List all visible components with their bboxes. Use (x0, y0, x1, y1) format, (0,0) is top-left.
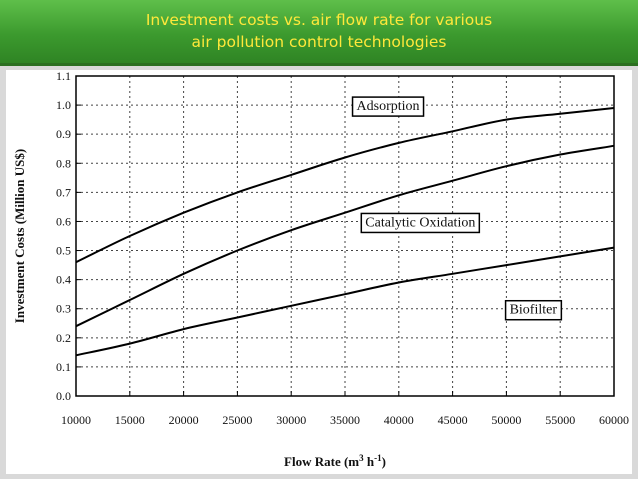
y-axis-label: Investment Costs (Million US$) (12, 149, 27, 323)
y-tick-label: 0.9 (56, 127, 71, 141)
annotations: Adsorption Catalytic Oxidation Biofilter (351, 96, 563, 321)
series-line-adsorption (75, 107, 615, 264)
x-axis-label-mid: h (364, 454, 375, 469)
x-tick-label: 35000 (330, 413, 360, 427)
x-tick-label: 60000 (599, 413, 629, 427)
x-tick-label: 20000 (169, 413, 199, 427)
x-axis-label-main: Flow Rate (m (284, 454, 359, 469)
x-axis-label-end: ) (382, 454, 386, 469)
x-tick-label: 55000 (545, 413, 575, 427)
y-tick-label: 0.7 (56, 185, 71, 199)
title-banner: Investment costs vs. air flow rate for v… (0, 0, 638, 66)
series-line-biofilter (75, 246, 615, 357)
x-axis-label: Flow Rate (m3 h-1) (284, 453, 386, 469)
annotation-box (360, 212, 481, 234)
x-tick-label: 25000 (222, 413, 252, 427)
axis-ticks: 10000 15000 20000 25000 30000 35000 40000 45000… (56, 70, 629, 427)
line-chart: 10000 15000 20000 25000 30000 35000 40000 45000… (12, 70, 629, 469)
y-tick-label: 0.0 (56, 389, 71, 403)
x-tick-label: 40000 (384, 413, 414, 427)
x-tick-label: 50000 (491, 413, 521, 427)
y-tick-label: 1.0 (56, 98, 71, 112)
annotation-adsorption: Adsorption (351, 96, 425, 117)
y-tick-label: 0.2 (56, 331, 71, 345)
x-axis-label-sup-1: 3 (359, 453, 364, 463)
y-tick-label: 0.8 (56, 156, 71, 170)
chart-card: 10000 15000 20000 25000 30000 35000 40000 45000… (6, 70, 632, 474)
plot-frame (75, 75, 615, 397)
y-tick-label: 1.1 (56, 70, 71, 83)
slide-title: Investment costs vs. air flow rate for v… (145, 11, 493, 51)
x-tick-label: 30000 (276, 413, 306, 427)
y-tick-label: 0.5 (56, 244, 71, 258)
x-tick-label: 10000 (61, 413, 91, 427)
grid (75, 75, 615, 397)
y-tick-label: 0.1 (56, 360, 71, 374)
annotation-biofilter: Biofilter (504, 299, 563, 321)
y-tick-label: 0.4 (56, 273, 71, 287)
annotation-box (351, 96, 425, 117)
y-tick-label: 0.3 (56, 302, 71, 316)
annotation-text: Adsorption (357, 99, 420, 114)
annotation-catalytic-oxidation: Catalytic Oxidation (360, 212, 481, 234)
x-axis-label-sup-2: -1 (374, 453, 382, 463)
annotation-text: Catalytic Oxidation (365, 215, 475, 230)
y-tick-label: 0.6 (56, 214, 71, 228)
annotation-text: Biofilter (510, 303, 558, 318)
series-line-catalytic-oxidation (75, 144, 615, 328)
x-tick-label: 45000 (438, 413, 468, 427)
curves (75, 107, 615, 357)
annotation-box (504, 299, 563, 321)
x-tick-label: 15000 (115, 413, 145, 427)
